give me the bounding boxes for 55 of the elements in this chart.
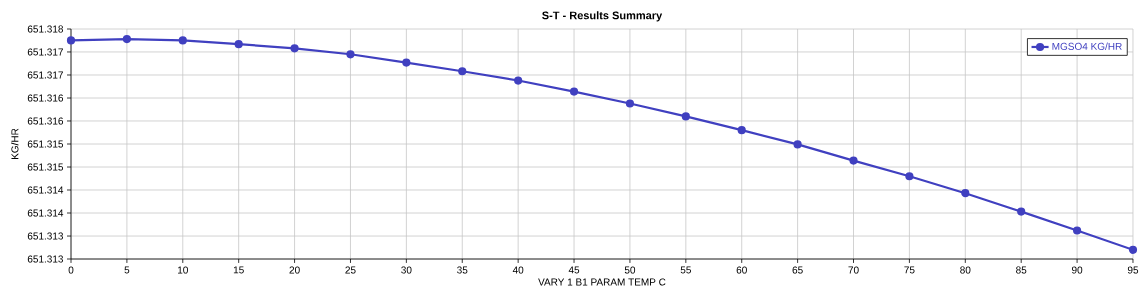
x-tick-label: 50: [624, 266, 636, 274]
x-tick-label: 5: [124, 266, 130, 274]
y-tick-label: 651.316: [27, 94, 64, 102]
y-tick-label: 651.317: [27, 71, 63, 79]
y-tick-label: 651.315: [27, 140, 64, 148]
point: [458, 67, 467, 76]
point: [961, 189, 970, 198]
y-tick-label: 651.318: [27, 25, 64, 33]
point: [1072, 226, 1082, 235]
x-tick-label: 10: [178, 266, 188, 274]
x-tick-label: 65: [792, 266, 803, 274]
x-tick-label: 40: [512, 266, 524, 274]
y-tick-label: 651.317: [27, 48, 63, 56]
y-tick-label: 651.313: [27, 232, 64, 240]
y-axis-title: KG/HR: [11, 128, 19, 160]
point: [569, 87, 579, 96]
point: [234, 40, 243, 49]
point: [1128, 245, 1138, 254]
x-tick-label: 80: [960, 266, 971, 274]
point: [793, 140, 802, 149]
x-tick-label: 60: [736, 266, 747, 274]
y-tick-label: 651.313: [27, 255, 64, 263]
chart-title: S-T - Results Summary: [542, 11, 663, 22]
legend-label: MGSO4 KG/HR: [1052, 42, 1122, 50]
x-tick-label: 45: [568, 266, 580, 274]
point: [514, 76, 523, 85]
x-tick-label: 70: [848, 266, 859, 274]
point: [66, 36, 76, 45]
y-tick-label: 651.316: [27, 117, 64, 125]
point: [290, 44, 299, 53]
y-tick-label: 651.315: [27, 163, 64, 171]
x-tick-label: 55: [680, 266, 691, 274]
point: [346, 50, 355, 59]
x-axis-title: VARY 1 B1 PARAM TEMP C: [538, 278, 666, 286]
x-tick-label: 35: [457, 266, 468, 274]
point: [681, 112, 690, 121]
x-tick-label: 75: [904, 266, 915, 274]
x-tick-label: 25: [345, 266, 356, 274]
x-tick-label: 15: [233, 266, 244, 274]
point: [122, 35, 131, 44]
x-tick-label: 90: [1071, 266, 1083, 274]
x-tick-label: 30: [401, 266, 412, 274]
point: [625, 99, 635, 108]
x-tick-label: 95: [1127, 266, 1139, 274]
point: [178, 36, 187, 45]
x-tick-label: 0: [68, 266, 74, 274]
point: [849, 156, 858, 165]
y-tick-label: 651.314: [27, 209, 64, 217]
point: [1017, 207, 1026, 216]
point: [737, 126, 746, 135]
point: [905, 172, 914, 181]
x-tick-label: 85: [1016, 266, 1027, 274]
point: [402, 58, 411, 67]
y-tick-label: 651.314: [27, 186, 64, 194]
x-tick-label: 20: [289, 266, 300, 274]
